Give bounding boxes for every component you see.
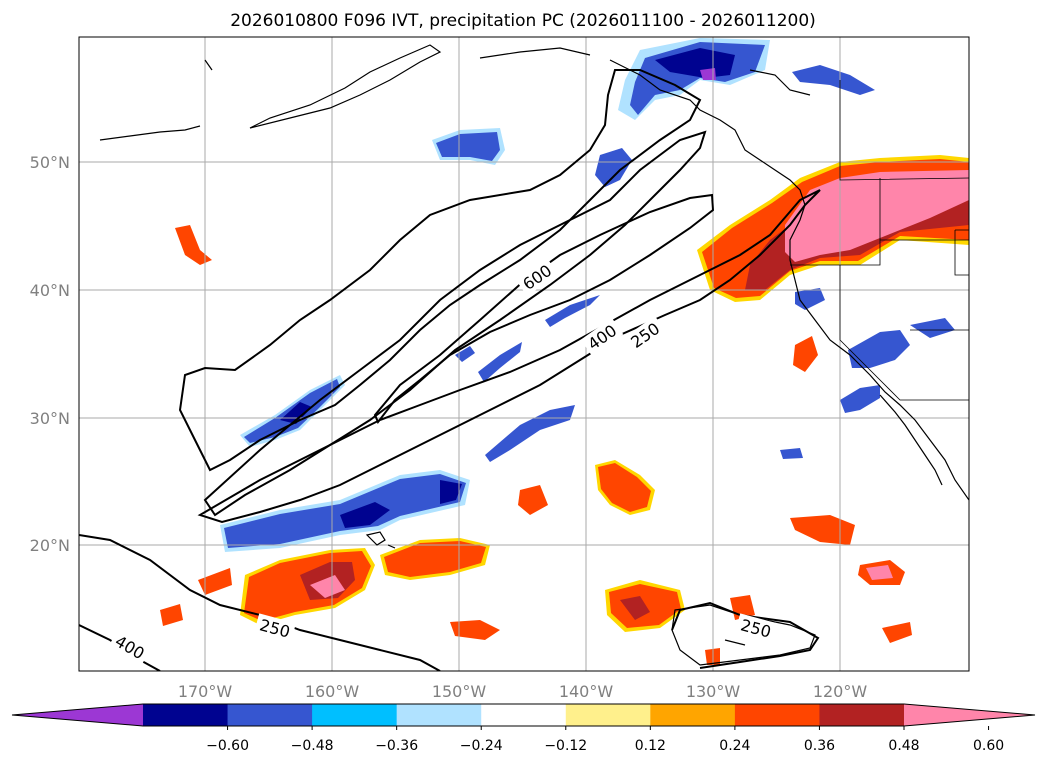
neg-area-us-west xyxy=(780,288,955,459)
colorbar-tick-label: 0.36 xyxy=(804,738,835,754)
positive-precip-shading xyxy=(160,155,969,665)
graticule xyxy=(79,37,969,671)
colorbar-extend-high xyxy=(904,704,1035,726)
neg-area-gulf-alaska xyxy=(618,38,770,120)
colorbar-bin xyxy=(819,704,905,726)
lon-label-170w: 170°W xyxy=(178,682,233,701)
colorbar-tick-label: −0.12 xyxy=(544,738,587,754)
colorbar-tick-label: 0.60 xyxy=(973,738,1004,754)
neg-area-north-pacific xyxy=(432,65,875,187)
lat-label-30n: 30°N xyxy=(30,409,70,428)
colorbar-bin xyxy=(734,704,820,726)
colorbar-bin xyxy=(227,704,313,726)
lon-label-160w: 160°W xyxy=(305,682,360,701)
lat-label-20n: 20°N xyxy=(30,536,70,555)
colorbar-bin xyxy=(481,704,567,726)
map-frame xyxy=(78,36,970,672)
map-area: 600 400 250 250 400 250 xyxy=(79,37,969,671)
colorbar-bin xyxy=(143,704,229,726)
ivt-contour-250-west xyxy=(178,69,702,472)
longitude-labels: 170°W 160°W 150°W 140°W 130°W 120°W xyxy=(178,682,868,701)
lat-label-40n: 40°N xyxy=(30,281,70,300)
colorbar-tick-label: 0.12 xyxy=(635,738,666,754)
lon-label-130w: 130°W xyxy=(686,682,741,701)
colorbar-tick-label: −0.36 xyxy=(375,738,418,754)
colorbar-tick-label: 0.24 xyxy=(719,738,750,754)
pos-area-hawaii-vicinity xyxy=(160,538,490,626)
lon-label-150w: 150°W xyxy=(432,682,487,701)
ivt-contour-labels: 600 400 250 250 400 250 xyxy=(108,257,777,666)
colorbar-bin xyxy=(565,704,651,726)
ivt-contour-400-west xyxy=(203,130,707,517)
colorbar: −0.60 −0.48 −0.36 −0.24 −0.12 0.12 0.24 0.36 0.4… xyxy=(11,703,1036,754)
lat-label-50n: 50°N xyxy=(30,153,70,172)
colorbar-tick-label: −0.48 xyxy=(291,738,334,754)
map-background xyxy=(79,37,969,671)
lon-label-120w: 120°W xyxy=(813,682,868,701)
ivt-contour-250-east xyxy=(197,189,821,524)
ivt-contour-250-southeast xyxy=(671,601,820,669)
ivt-contour-600 xyxy=(373,193,715,424)
colorbar-bin xyxy=(650,704,736,726)
colorbar-tick-label: −0.60 xyxy=(206,738,249,754)
figure-title: 2026010800 F096 IVT, precipitation PC (2… xyxy=(230,11,816,31)
colorbar-outline xyxy=(11,703,1036,727)
colorbar-extend-low xyxy=(12,704,143,726)
latitude-labels: 50°N 40°N 30°N 20°N xyxy=(30,153,70,555)
colorbar-tick-label: 0.48 xyxy=(888,738,919,754)
colorbar-bin xyxy=(312,704,398,726)
political-borders xyxy=(790,80,969,401)
ivt-contours xyxy=(79,69,821,671)
colorbar-tick-label: −0.24 xyxy=(460,738,503,754)
colorbar-bin xyxy=(396,704,482,726)
lon-label-140w: 140°W xyxy=(559,682,614,701)
pos-area-pacific-northwest xyxy=(697,155,969,302)
coastlines xyxy=(99,44,969,666)
